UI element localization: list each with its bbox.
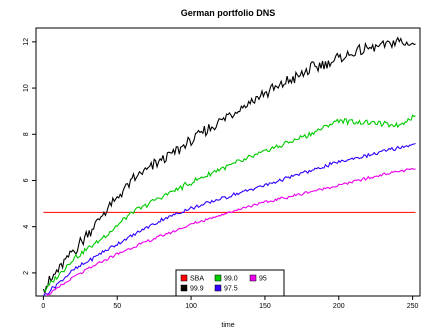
legend-label: SBA bbox=[190, 276, 204, 283]
x-tick-label: 150 bbox=[259, 303, 271, 310]
x-tick-label: 0 bbox=[41, 303, 45, 310]
plot-frame bbox=[35, 27, 421, 297]
chart-title: German portfolio DNS bbox=[181, 8, 276, 18]
series-layer bbox=[42, 36, 416, 296]
series-line-99-0 bbox=[43, 114, 416, 292]
x-tick-label: 50 bbox=[113, 303, 121, 310]
y-tick-label: 12 bbox=[23, 38, 30, 46]
legend-label: 99.0 bbox=[224, 276, 238, 283]
legend: SBA 99.0 95 99.9 97.5 bbox=[175, 269, 285, 297]
legend-swatch bbox=[180, 274, 188, 282]
y-tick-label: 6 bbox=[23, 178, 30, 182]
legend-label: 95 bbox=[259, 276, 267, 283]
x-tick-label: 250 bbox=[407, 303, 419, 310]
x-tick-label: 100 bbox=[185, 303, 197, 310]
y-axis: 2 4 6 8 10 12 bbox=[23, 38, 36, 275]
y-tick-label: 4 bbox=[23, 225, 30, 229]
y-tick-label: 2 bbox=[23, 271, 30, 275]
x-axis: 0 50 100 150 200 250 bbox=[41, 296, 419, 310]
series-line-95 bbox=[46, 168, 416, 296]
y-tick-label: 10 bbox=[23, 84, 30, 92]
legend-swatch bbox=[214, 284, 222, 292]
legend-swatch bbox=[214, 274, 222, 282]
series-line-97-5 bbox=[42, 142, 416, 296]
x-tick-label: 200 bbox=[333, 303, 345, 310]
legend-swatch bbox=[180, 284, 188, 292]
plot-area bbox=[35, 27, 421, 297]
legend-label: 99.9 bbox=[190, 286, 204, 293]
legend-box bbox=[175, 269, 285, 297]
series-line-99-9 bbox=[42, 36, 416, 295]
y-tick-label: 8 bbox=[23, 132, 30, 136]
legend-label: 97.5 bbox=[224, 286, 238, 293]
legend-swatch bbox=[249, 274, 257, 282]
x-axis-label: time bbox=[221, 322, 234, 329]
